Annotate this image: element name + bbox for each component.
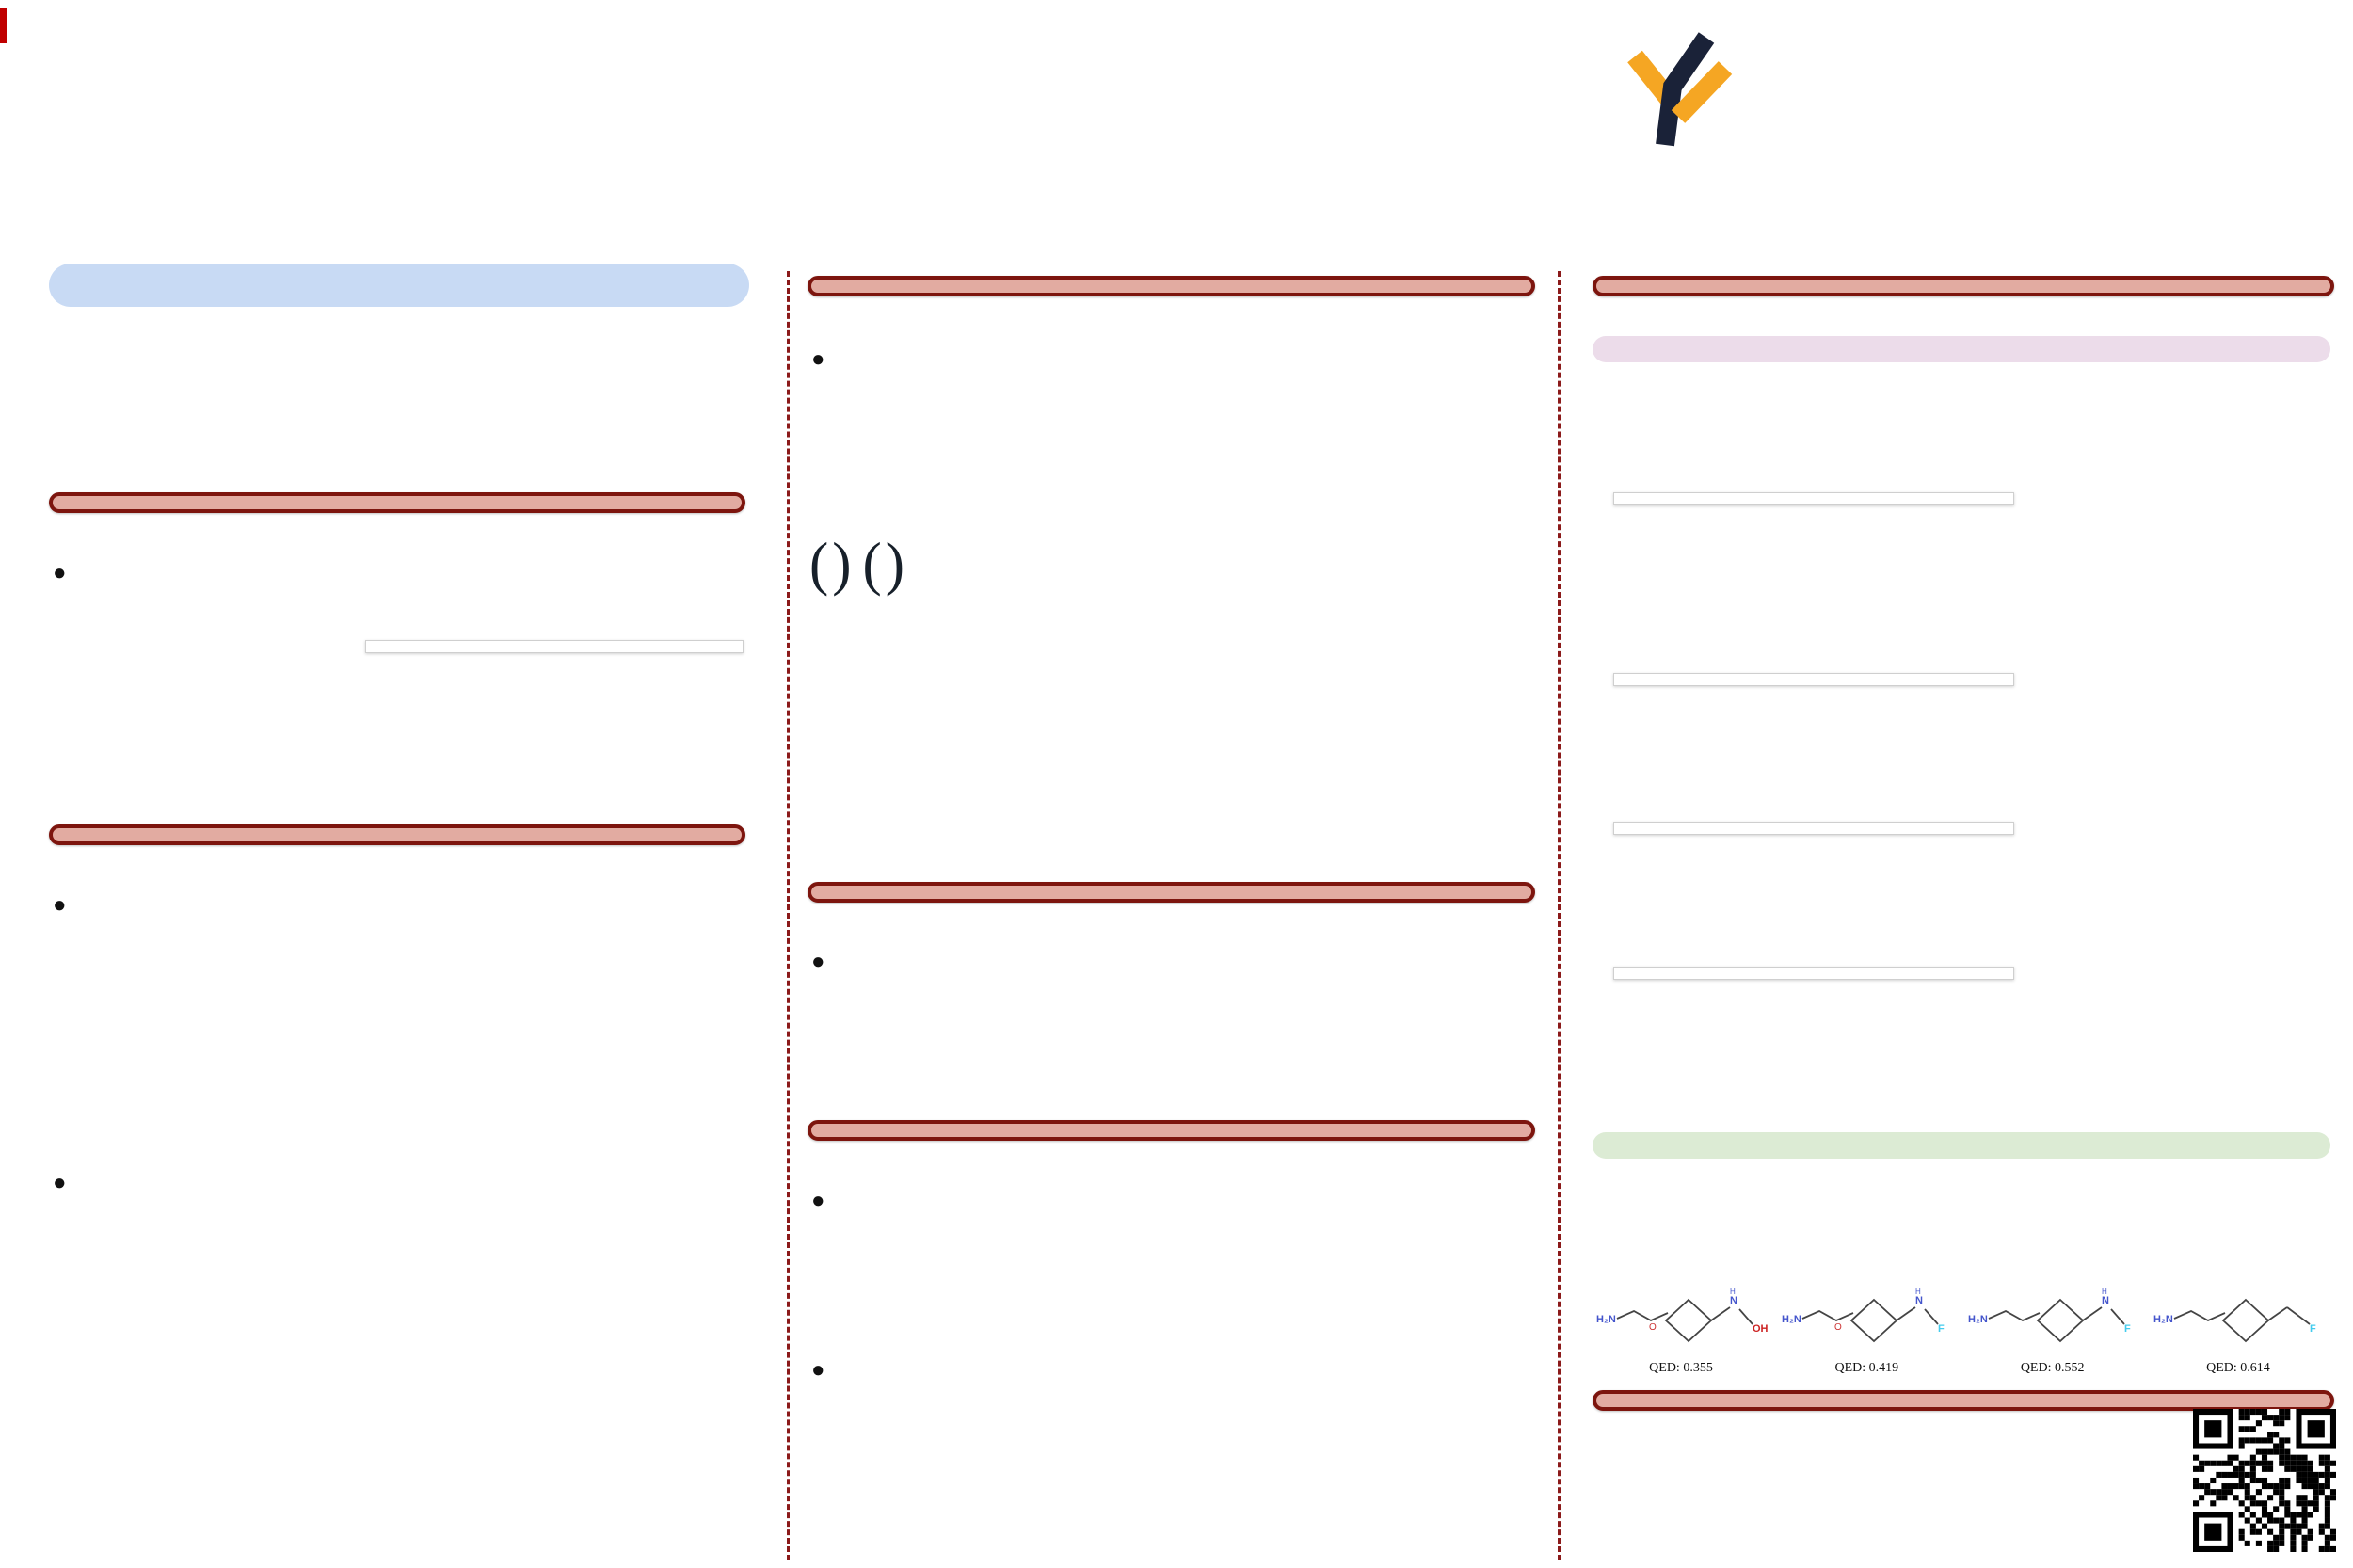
- logo-strip: [1624, 21, 2339, 162]
- column-separator: [1558, 271, 1561, 1560]
- svg-text:F: F: [2124, 1323, 2131, 1335]
- e3-header: [808, 882, 1535, 903]
- qed-value: QED: 0.355: [1649, 1361, 1713, 1375]
- left-column: ● ● ●: [49, 264, 750, 1562]
- zinc-moses-table: [1613, 673, 2014, 686]
- svg-text:H₂N: H₂N: [1596, 1314, 1616, 1325]
- symmetry-spheres-figure: [1175, 927, 1537, 1106]
- qm9-moses-table: [1613, 967, 2014, 980]
- molecule: H₂N N H F QED: 0.552: [1964, 1283, 2141, 1376]
- svg-text:H₂N: H₂N: [1968, 1314, 1988, 1325]
- results-header: [1593, 276, 2334, 296]
- yaiyai-logo: [1627, 32, 1733, 147]
- right-column: H₂N O N H OH QED: 0.355 H₂N O N H F QED: 0.419 H₂N N H…: [1593, 268, 2338, 1567]
- sota-table-block: [365, 638, 744, 653]
- qm9-validity-table: [1613, 822, 2014, 835]
- molecule: H₂N F QED: 0.614: [2150, 1283, 2327, 1376]
- neighborhood-figure: [1236, 409, 1537, 678]
- svg-text:H: H: [1730, 1288, 1736, 1296]
- dmf-vector-eq: ( ) ( ): [809, 531, 904, 598]
- motivation-bullet: ●: [53, 561, 67, 585]
- dmf-header: [808, 276, 1535, 296]
- svg-text:H₂N: H₂N: [1782, 1314, 1801, 1325]
- training-bullet-1: ●: [811, 1189, 825, 1213]
- flow-diagram: [1184, 1393, 1537, 1539]
- property-box: [1593, 1132, 2330, 1159]
- training-header: [808, 1120, 1535, 1141]
- qr-code: [2193, 1409, 2336, 1552]
- representation-header: [49, 824, 745, 845]
- svg-text:O: O: [1834, 1322, 1842, 1333]
- svg-text:O: O: [1649, 1322, 1657, 1333]
- edge-accent: [0, 8, 7, 43]
- dmf-bullet: ●: [811, 347, 825, 372]
- molecular-generation-box: [1593, 336, 2330, 362]
- qed-value: QED: 0.614: [2206, 1361, 2270, 1375]
- optimized-molecules: H₂N O N H OH QED: 0.355 H₂N O N H F QED: 0.419 H₂N N H…: [1593, 1283, 2327, 1376]
- representation-bullet-1: ●: [53, 893, 67, 918]
- middle-column: ● ( ) ( ) ● ●: [808, 268, 1537, 1567]
- molecule: H₂N O N H OH QED: 0.355: [1593, 1283, 1769, 1376]
- contributions-box: [49, 264, 749, 307]
- qed-value: QED: 0.419: [1834, 1361, 1899, 1375]
- svg-text:F: F: [1938, 1323, 1945, 1335]
- molecule: H₂N O N H F QED: 0.419: [1778, 1283, 1955, 1376]
- zinc-validity-table: [1613, 492, 2014, 505]
- svg-text:H: H: [2102, 1288, 2107, 1296]
- qed-value: QED: 0.552: [2020, 1361, 2085, 1375]
- svg-text:N: N: [1730, 1295, 1737, 1306]
- representation-bullet-2: ●: [53, 1171, 67, 1195]
- column-separator: [787, 271, 790, 1560]
- molecule-cloud-figure: [49, 629, 360, 826]
- neurips-logo: [1816, 28, 1938, 155]
- scores-probability-assignment-figure: [49, 1316, 750, 1562]
- training-bullet-2: ●: [811, 1358, 825, 1383]
- svg-text:H: H: [1915, 1288, 1921, 1296]
- e3-intro: ●: [811, 950, 825, 974]
- header: [49, 24, 1593, 34]
- motivation-header: [49, 492, 745, 513]
- generate-clouds-figure: [49, 968, 745, 1160]
- neurips-swirl-icon: [1816, 28, 1929, 155]
- svg-text:N: N: [1915, 1295, 1923, 1306]
- svg-text:OH: OH: [1753, 1323, 1769, 1335]
- svg-text:N: N: [2102, 1295, 2109, 1306]
- references-header: [1593, 1390, 2334, 1411]
- svg-text:F: F: [2310, 1323, 2316, 1335]
- svg-text:H₂N: H₂N: [2153, 1314, 2173, 1325]
